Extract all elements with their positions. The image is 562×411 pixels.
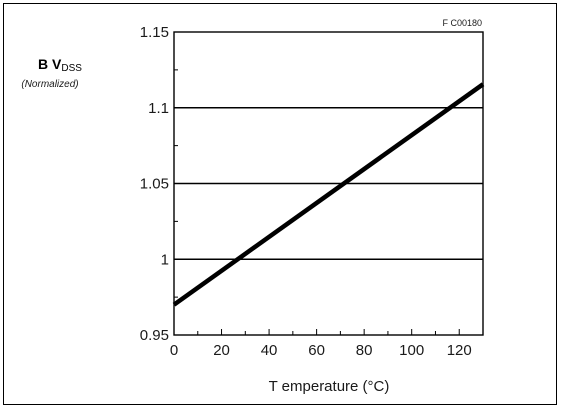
x-tick-label: 40 [261,342,278,359]
y-axis-title: B VDSS (Normalized) [21,56,82,90]
x-tick-label: 120 [447,342,472,359]
axis-layer: 0.95 1 1.05 1.1 1.15 0 20 40 60 80 100 120 [140,24,484,359]
y-tick-label: 1.1 [148,100,169,117]
grid-layer [174,107,483,260]
bvdss-vs-temperature-chart: F C00180 B VDSS (Normalized) 0.95 1 1.05 1.… [21,18,485,395]
y-axis-title-main: B VDSS [38,56,82,74]
y-axis-title-subscript: DSS [61,63,82,74]
series-layer [172,82,485,307]
y-tick-label: 1.05 [140,176,169,193]
x-tick-label: 100 [399,342,424,359]
x-tick-label: 60 [308,342,325,359]
y-axis-title-note: (Normalized) [21,79,78,90]
x-tick-label: 80 [356,342,373,359]
x-tick-label: 20 [213,342,230,359]
x-tick-label: 0 [170,342,178,359]
y-tick-label: 1.15 [140,24,169,41]
series-line [172,82,485,307]
y-tick-label: 1 [161,251,169,268]
figure-frame: F C00180 B VDSS (Normalized) 0.95 1 1.05 1.… [3,3,557,405]
y-tick-label: 0.95 [140,327,169,344]
x-axis-title: T emperature (°C) [269,378,390,395]
figure-code: F C00180 [442,18,482,28]
